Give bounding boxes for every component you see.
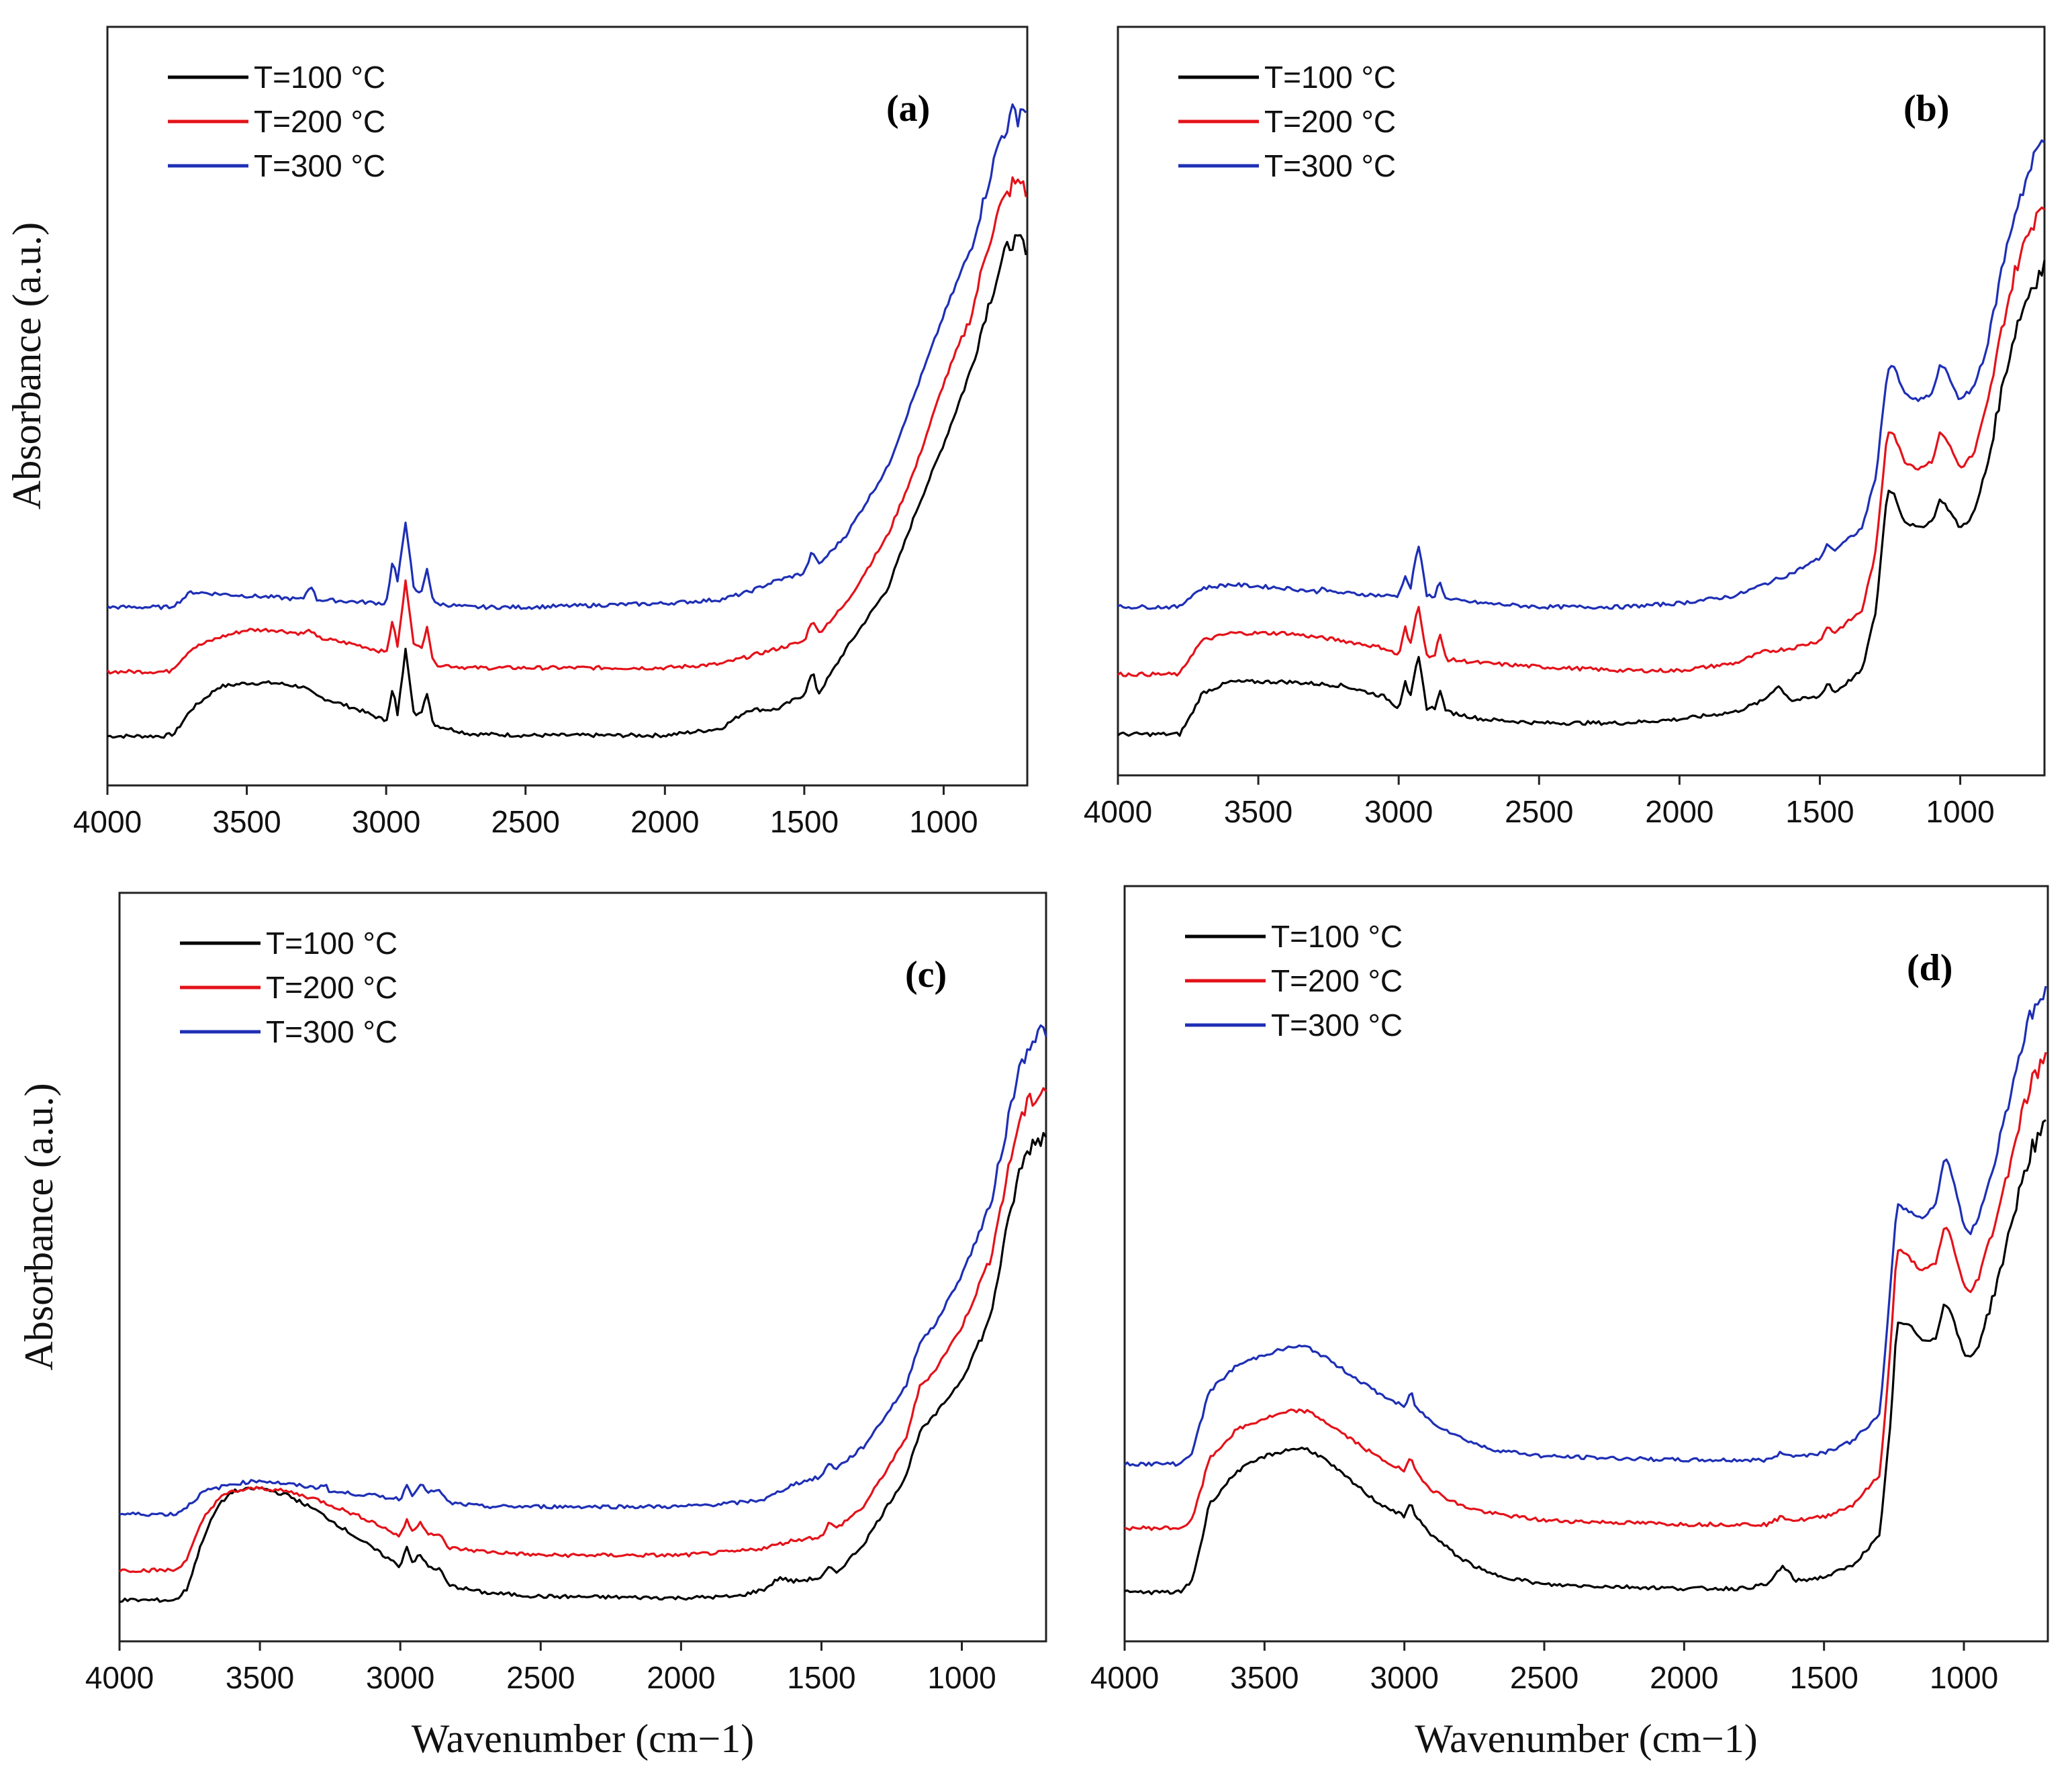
x-tick-label: 2000 [1650,1660,1718,1695]
y-axis-title: Absorbance (a.u.) [5,222,49,510]
x-tick-label: 1500 [1789,1660,1858,1695]
series-line-2 [1117,139,2046,610]
x-tick-label: 2000 [647,1660,715,1695]
series-line-2 [107,103,1027,610]
series-line-2 [1123,985,2047,1467]
x-tick-label: 4000 [1084,794,1152,829]
series-line-2 [119,1024,1047,1517]
series-line-0 [1117,260,2046,737]
x-tick-label: 1000 [1930,1660,1998,1695]
plot-frame [1117,26,2046,777]
series-line-0 [1124,1119,2046,1596]
plot-frame [106,26,1029,787]
panel-label: (b) [1903,88,1949,130]
legend-label: T=200 °C [1264,104,1396,139]
x-tick-label: 4000 [1090,1660,1159,1695]
y-axis-title: Absorbance (a.u.) [17,1083,61,1370]
x-tick-label: 3000 [352,804,420,839]
x-tick-label: 3500 [1224,794,1292,829]
x-tick-label: 3000 [1364,794,1433,829]
series-line-0 [107,234,1027,739]
x-axis-title: Wavenumber (cm−1) [1415,1717,1757,1761]
panel-1: 4000 3500 3000 2500 2000 1500 1000 T=100 °C T=20… [1084,26,2046,829]
x-tick-label: 1500 [1785,794,1854,829]
legend-label: T=100 °C [1264,60,1396,95]
x-tick-label: 3500 [226,1660,294,1695]
x-tick-label: 1000 [1926,794,1994,829]
x-tick-label: 2500 [1505,794,1573,829]
legend-label: T=300 °C [1264,148,1396,183]
x-tick-label: 3000 [1370,1660,1438,1695]
series-line-1 [119,1087,1047,1574]
x-tick-label: 2000 [1645,794,1713,829]
x-tick-label: 3500 [212,804,281,839]
series-line-1 [1124,1052,2047,1531]
x-axis-title: Wavenumber (cm−1) [412,1717,754,1761]
legend-label: T=100 °C [266,926,397,961]
legend-label: T=200 °C [254,104,385,139]
panel-label: (c) [905,954,947,996]
x-tick-label: 2500 [491,804,560,839]
x-tick-label: 1000 [909,804,978,839]
x-tick-label: 3000 [366,1660,434,1695]
x-tick-label: 1000 [927,1660,996,1695]
x-tick-label: 2500 [1510,1660,1579,1695]
x-tick-label: 4000 [73,804,142,839]
plot-frame [1123,885,2049,1643]
x-tick-label: 1500 [787,1660,855,1695]
legend-label: T=200 °C [1271,963,1403,998]
legend-label: T=200 °C [266,970,397,1005]
plot-frame [118,891,1047,1643]
x-tick-label: 2000 [630,804,699,839]
panel-label: (a) [886,88,930,130]
panel-2: 4000 3500 3000 2500 2000 1500 1000 T=100 °C T=20… [17,891,1047,1761]
panel-label: (d) [1907,947,1952,989]
legend-label: T=300 °C [254,148,385,183]
series-line-1 [1117,206,2046,677]
legend-label: T=100 °C [1271,919,1403,954]
panel-3: 4000 3500 3000 2500 2000 1500 1000 T=100 °C T=20… [1090,885,2049,1761]
series-line-1 [106,176,1027,675]
panel-0: 4000 3500 3000 2500 2000 1500 1000 T=100 °C T=20… [5,26,1029,839]
legend-label: T=300 °C [1271,1008,1403,1043]
x-tick-label: 2500 [506,1660,575,1695]
legend-label: T=300 °C [266,1014,397,1049]
x-tick-label: 4000 [85,1660,154,1695]
x-tick-label: 3500 [1230,1660,1299,1695]
x-tick-label: 1500 [770,804,839,839]
legend-label: T=100 °C [254,60,385,95]
